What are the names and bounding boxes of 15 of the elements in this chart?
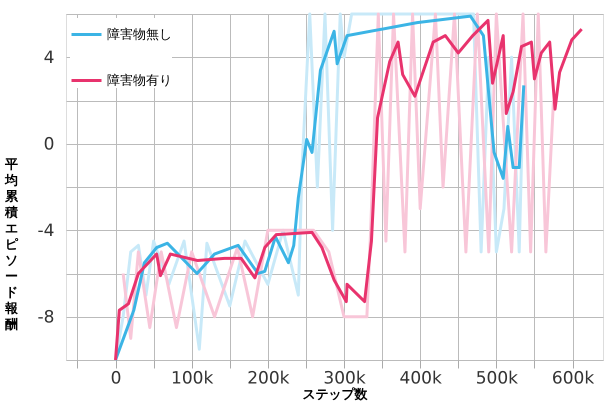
x-tick-label: 600k (552, 368, 594, 388)
y-tick-label: -4 (38, 220, 54, 241)
x-axis-title: ステップ数 (302, 386, 368, 402)
legend-label: 障害物有り (107, 72, 172, 88)
x-tick-label: 0 (110, 368, 122, 388)
y-tick-label: -8 (38, 307, 54, 328)
legend-label: 障害物無し (107, 26, 172, 42)
x-tick-label: 300k (323, 368, 366, 388)
y-tick-label: 0 (44, 134, 54, 154)
x-tick-label: 200k (247, 368, 290, 388)
x-tick-label: 500k (476, 368, 518, 388)
x-tick-label: 400k (400, 368, 442, 388)
x-tick-label: 100k (171, 368, 214, 388)
text: 平均累積エピソード報酬 (5, 158, 18, 332)
y-tick-label: 4 (44, 48, 54, 68)
